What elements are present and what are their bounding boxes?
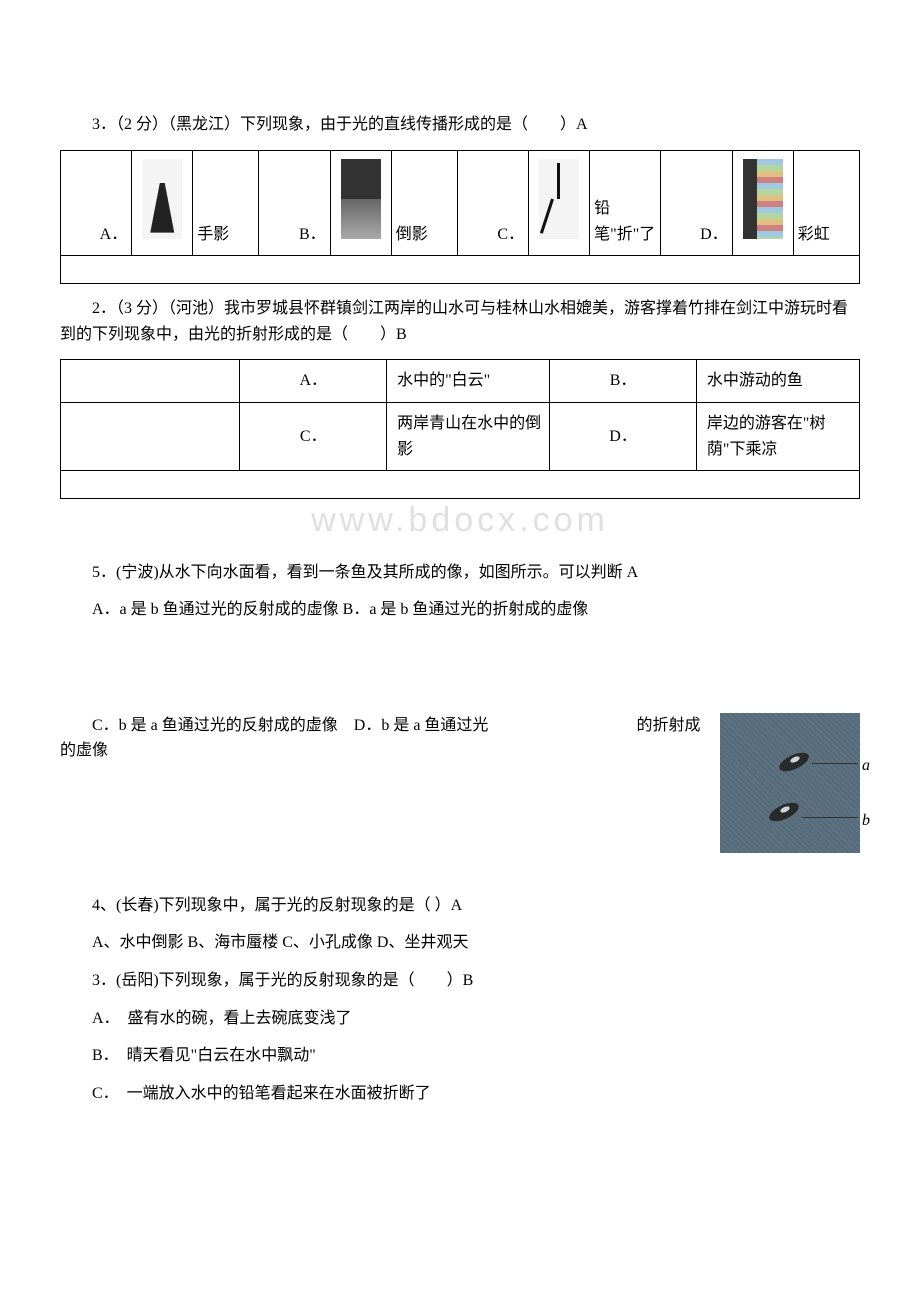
reflection-icon [341, 159, 381, 239]
q5-line3-pre: C．b 是 a 鱼通过光的反射成的虚像 D．b 是 a 鱼通过光 [92, 717, 488, 734]
q2-opt-b-label: B． [550, 360, 697, 403]
q5-line2: A．a 是 b 鱼通过光的反射成的虚像 B．a 是 b 鱼通过光的折射成的虚像 [60, 597, 860, 623]
q2-opt-d-label: D． [550, 402, 697, 470]
q3-opt-c-caption: 铅笔"折"了 [590, 150, 661, 256]
q3b-line1: 3．(岳阳)下列现象，属于光的反射现象的是（ ）B [60, 968, 860, 994]
fish-b-leader-line [802, 817, 858, 818]
watermark: www.bdocx.com [60, 493, 860, 547]
q3-opt-b-label: B． [259, 150, 330, 256]
q3-table-empty-row [61, 256, 860, 284]
q5-line1: 5．(宁波)从水下向水面看，看到一条鱼及其所成的像，如图所示。可以判断 A [60, 560, 860, 586]
q4-line2: A、水中倒影 B、海市蜃楼 C、小孔成像 D、坐井观天 [60, 930, 860, 956]
q2-opt-b-desc: 水中游动的鱼 [696, 360, 859, 403]
q3-opt-b-caption: 倒影 [391, 150, 457, 256]
q3-opt-a-image [132, 150, 193, 256]
fish-a-leader-line [812, 763, 858, 764]
q3-opt-c-label: C． [457, 150, 528, 256]
q2-opt-a-desc: 水中的"白云" [387, 360, 550, 403]
q2-opt-c-desc: 两岸青山在水中的倒影 [387, 402, 550, 470]
q3-opt-d-image [732, 150, 793, 256]
q2-blank-2 [61, 402, 240, 470]
hand-shadow-icon [142, 159, 182, 239]
q2-blank-1 [61, 360, 240, 403]
q3-opt-d-caption: 彩虹 [793, 150, 859, 256]
q3-opt-b-image [330, 150, 391, 256]
fish-a-label: a [862, 753, 870, 779]
pencil-bent-icon [539, 159, 579, 239]
q3b-opt-c: C． 一端放入水中的铅笔看起来在水面被折断了 [60, 1081, 860, 1107]
rainbow-icon [743, 159, 783, 239]
fish-image-noise [720, 713, 860, 853]
fish-image: a b [720, 713, 860, 853]
q3-opt-d-label: D． [661, 150, 732, 256]
fish-b-label: b [862, 808, 870, 834]
q2-opt-d-desc: 岸边的游客在"树荫"下乘凉 [696, 402, 859, 470]
q3-opt-a-label: A． [61, 150, 132, 256]
q3-opt-c-image [529, 150, 590, 256]
q3b-opt-b: B． 晴天看见"白云在水中飘动" [60, 1043, 860, 1069]
q5-figure-wrap: a b C．b 是 a 鱼通过光的反射成的虚像 D．b 是 a 鱼通过光 的折射… [60, 713, 860, 861]
q4-line1: 4、(长春)下列现象中，属于光的反射现象的是（ ）A [60, 893, 860, 919]
q3-text: 3．（2 分）（黑龙江）下列现象，由于光的直线传播形成的是（ ）A [60, 112, 860, 138]
q2-options-table: A． 水中的"白云" B． 水中游动的鱼 C． 两岸青山在水中的倒影 D． 岸边… [60, 359, 860, 499]
q2-opt-a-label: A． [240, 360, 387, 403]
q3-opt-a-caption: 手影 [193, 150, 259, 256]
q3-options-table: A． 手影 B． 倒影 C． 铅笔"折"了 D． 彩虹 [60, 150, 860, 285]
q2-opt-c-label: C． [240, 402, 387, 470]
q2-text: 2．（3 分）（河池）我市罗城县怀群镇剑江两岸的山水可与桂林山水相媲美，游客撑着… [60, 296, 860, 347]
q3b-opt-a: A． 盛有水的碗，看上去碗底变浅了 [60, 1006, 860, 1032]
